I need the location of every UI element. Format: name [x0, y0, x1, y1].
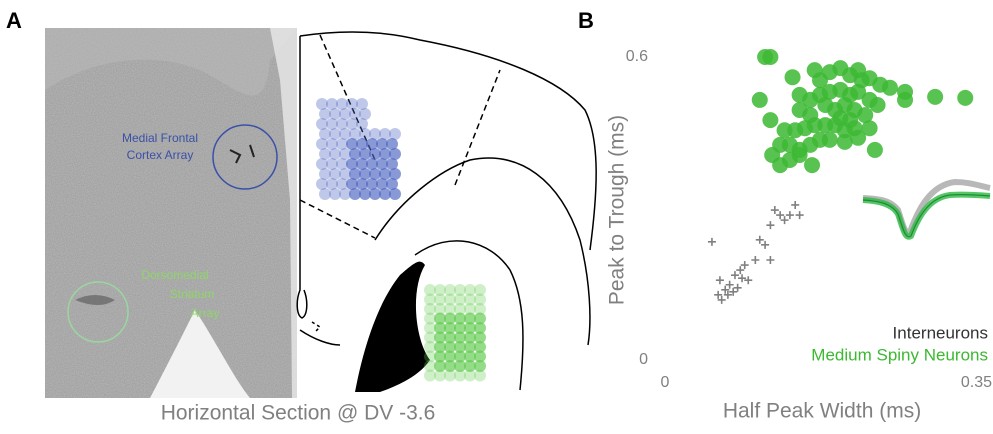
point	[766, 221, 774, 229]
x-tick-label: 0	[661, 374, 670, 391]
point	[751, 256, 759, 264]
x-tick-label: 0.35	[961, 374, 992, 391]
legend-entry: Interneurons	[893, 323, 988, 342]
y-tick-label: 0.6	[626, 48, 648, 65]
point	[796, 211, 804, 219]
electrode	[389, 188, 401, 200]
point	[867, 142, 883, 158]
region-label: Striatum	[170, 287, 215, 301]
panel-label: A	[6, 8, 22, 33]
histology-image	[45, 28, 297, 398]
figure: A B Medial Frontal Cortex Array Dorsomed…	[0, 0, 993, 429]
point	[804, 157, 820, 173]
point	[842, 112, 858, 128]
point	[734, 284, 742, 292]
point	[731, 271, 739, 279]
point	[716, 276, 724, 284]
point	[762, 112, 778, 128]
region-label: Medial Frontal	[122, 131, 198, 145]
point	[781, 216, 789, 224]
point	[792, 147, 808, 163]
y-tick-label: 0	[639, 351, 648, 368]
point	[850, 130, 866, 146]
point	[741, 261, 749, 269]
ventricle-shape	[355, 262, 430, 392]
electrode	[474, 370, 486, 382]
point	[870, 97, 886, 113]
panel-label: B	[578, 8, 594, 33]
point	[786, 211, 794, 219]
point	[897, 92, 913, 108]
point	[756, 236, 764, 244]
point	[752, 92, 768, 108]
region-label: Array	[191, 306, 220, 320]
caption: Horizontal Section @ DV -3.6	[161, 402, 436, 425]
point	[927, 89, 943, 105]
point	[791, 201, 799, 209]
region-label: Cortex Array	[127, 148, 194, 162]
waveform-inset	[863, 182, 990, 237]
point	[882, 80, 898, 96]
point	[766, 256, 774, 264]
x-axis-title: Half Peak Width (ms)	[723, 400, 921, 423]
region-label: Dorsomedial	[141, 268, 208, 282]
point	[785, 69, 801, 85]
point	[772, 157, 788, 173]
point	[822, 132, 838, 148]
point	[762, 49, 778, 65]
point	[736, 266, 744, 274]
legend-entry: Medium Spiny Neurons	[811, 345, 988, 364]
y-axis-title: Peak to Trough (ms)	[606, 115, 629, 305]
point	[726, 281, 734, 289]
point	[708, 238, 716, 246]
point	[776, 211, 784, 219]
point	[771, 206, 779, 214]
point	[957, 90, 973, 106]
point	[761, 241, 769, 249]
